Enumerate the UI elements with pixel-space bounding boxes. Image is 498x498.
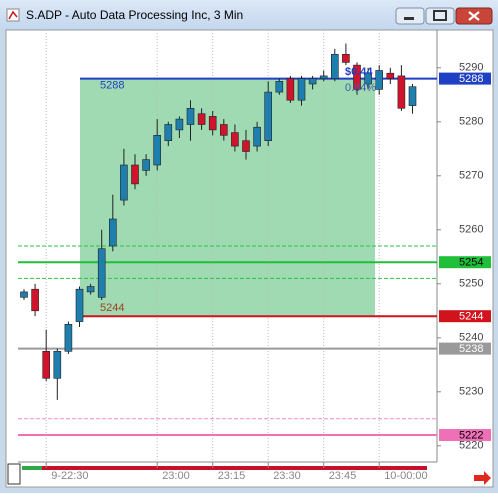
level-tag <box>439 342 491 355</box>
candle-body <box>120 164 128 201</box>
candle-body <box>231 132 239 147</box>
candle-body <box>397 75 406 109</box>
y-tick-label: 5220 <box>459 440 483 452</box>
candle-body <box>330 53 339 79</box>
x-tick-label: 10-00:00 <box>384 470 427 482</box>
candle-body <box>408 86 417 106</box>
x-tick-label: 23:15 <box>218 470 246 482</box>
level-tag <box>439 72 491 85</box>
candle-body <box>353 64 361 90</box>
x-tick-label: 9-22:30 <box>51 470 88 482</box>
scroll-track[interactable] <box>22 466 427 470</box>
level-tag-label: 5244 <box>459 311 483 323</box>
x-tick-label: 23:00 <box>162 470 190 482</box>
candle-body <box>42 350 51 379</box>
candle-body <box>164 124 173 142</box>
y-tick-label: 5240 <box>459 332 483 344</box>
candle-body <box>197 113 206 125</box>
annotation: $0.44 <box>345 66 373 78</box>
candle-body <box>297 78 306 101</box>
level-tag <box>439 310 491 323</box>
minimize-button[interactable] <box>395 7 425 25</box>
candle-body <box>31 288 39 312</box>
candle-body <box>86 286 95 293</box>
candle-body <box>253 126 261 147</box>
candle-body <box>286 78 295 101</box>
level-tag <box>439 256 491 269</box>
window-title: S.ADP - Auto Data Processing Inc, 3 Min <box>26 8 243 22</box>
level-tag-label: 5238 <box>459 343 483 355</box>
scroll-box[interactable] <box>7 463 21 485</box>
target-zone <box>80 78 375 317</box>
candle-body <box>131 164 139 185</box>
candle-body <box>75 288 84 322</box>
candle-body <box>275 81 284 93</box>
candle-body <box>175 118 184 131</box>
candle-body <box>264 91 273 141</box>
candle-body <box>20 291 28 298</box>
level-tag <box>439 429 491 441</box>
candle-body <box>153 135 161 166</box>
y-tick-label: 5250 <box>459 278 483 290</box>
level-tag-label: 5288 <box>459 73 483 85</box>
candle-body <box>242 140 250 152</box>
app-icon <box>6 8 20 22</box>
y-tick-label: 5260 <box>459 224 483 236</box>
close-button[interactable] <box>455 7 493 25</box>
candle-body <box>220 124 228 136</box>
level-tag-label: 5222 <box>459 429 483 441</box>
candle-body <box>97 248 106 298</box>
candle-body <box>308 78 317 85</box>
annotation: 0.84% <box>345 82 376 94</box>
maximize-button[interactable] <box>425 7 455 25</box>
y-tick-label: 5290 <box>459 62 483 74</box>
candle-body <box>364 72 372 85</box>
candle-body <box>64 323 73 352</box>
x-tick-label: 23:45 <box>329 470 357 482</box>
y-tick-label: 5280 <box>459 116 483 128</box>
scroll-right-arrow[interactable] <box>474 471 491 485</box>
candle-body <box>109 218 117 247</box>
x-tick-label: 23:30 <box>273 470 301 482</box>
candle-body <box>186 108 195 125</box>
candle-body <box>53 350 62 379</box>
candle-body <box>386 72 395 79</box>
candle-body <box>208 116 217 131</box>
level-chart-label: 5288 <box>100 80 124 92</box>
candle-body <box>342 53 350 63</box>
y-tick-label: 5230 <box>459 386 483 398</box>
scroll-thumb[interactable] <box>22 466 42 470</box>
candle-body <box>319 75 328 79</box>
candle-body <box>375 70 384 90</box>
level-tag-label: 5254 <box>459 257 483 269</box>
candle-body <box>142 159 150 171</box>
level-chart-label: 5244 <box>100 302 124 314</box>
y-tick-label: 5270 <box>459 170 483 182</box>
